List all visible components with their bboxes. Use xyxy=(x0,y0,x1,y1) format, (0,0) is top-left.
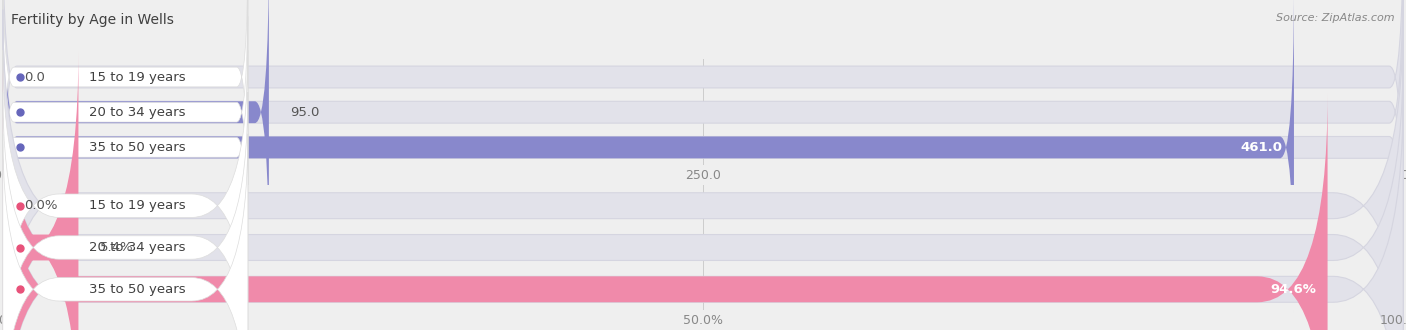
FancyBboxPatch shape xyxy=(3,93,1327,330)
Text: 35 to 50 years: 35 to 50 years xyxy=(90,141,186,154)
FancyBboxPatch shape xyxy=(3,0,247,243)
FancyBboxPatch shape xyxy=(3,0,1403,313)
FancyBboxPatch shape xyxy=(3,0,1294,313)
Text: 20 to 34 years: 20 to 34 years xyxy=(90,241,186,254)
FancyBboxPatch shape xyxy=(3,50,247,330)
Text: Fertility by Age in Wells: Fertility by Age in Wells xyxy=(11,13,174,27)
FancyBboxPatch shape xyxy=(3,0,1403,277)
Text: 5.4%: 5.4% xyxy=(100,241,134,254)
Text: 15 to 19 years: 15 to 19 years xyxy=(90,199,186,212)
FancyBboxPatch shape xyxy=(3,134,247,330)
FancyBboxPatch shape xyxy=(3,51,79,330)
FancyBboxPatch shape xyxy=(3,93,1403,330)
Text: Source: ZipAtlas.com: Source: ZipAtlas.com xyxy=(1277,13,1395,23)
FancyBboxPatch shape xyxy=(3,0,269,277)
Text: 0.0%: 0.0% xyxy=(24,199,58,212)
FancyBboxPatch shape xyxy=(3,51,1403,330)
Text: 35 to 50 years: 35 to 50 years xyxy=(90,283,186,296)
Text: 0.0: 0.0 xyxy=(24,71,45,83)
Text: 15 to 19 years: 15 to 19 years xyxy=(90,71,186,83)
FancyBboxPatch shape xyxy=(3,16,247,278)
FancyBboxPatch shape xyxy=(3,0,247,208)
FancyBboxPatch shape xyxy=(3,0,1403,242)
FancyBboxPatch shape xyxy=(3,92,247,330)
Text: 94.6%: 94.6% xyxy=(1271,283,1316,296)
FancyBboxPatch shape xyxy=(3,10,1403,330)
Text: 461.0: 461.0 xyxy=(1240,141,1282,154)
Text: 95.0: 95.0 xyxy=(290,106,319,119)
Text: 20 to 34 years: 20 to 34 years xyxy=(90,106,186,119)
